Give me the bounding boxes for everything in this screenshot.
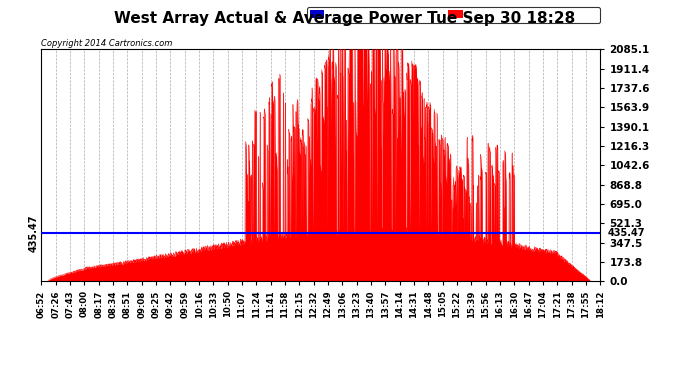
Text: West Array Actual & Average Power Tue Sep 30 18:28: West Array Actual & Average Power Tue Se… [115,11,575,26]
Legend: Average  (DC Watts), West Array  (DC Watts): Average (DC Watts), West Array (DC Watts… [306,7,600,23]
Text: Copyright 2014 Cartronics.com: Copyright 2014 Cartronics.com [41,39,172,48]
Text: 435.47: 435.47 [607,228,644,238]
